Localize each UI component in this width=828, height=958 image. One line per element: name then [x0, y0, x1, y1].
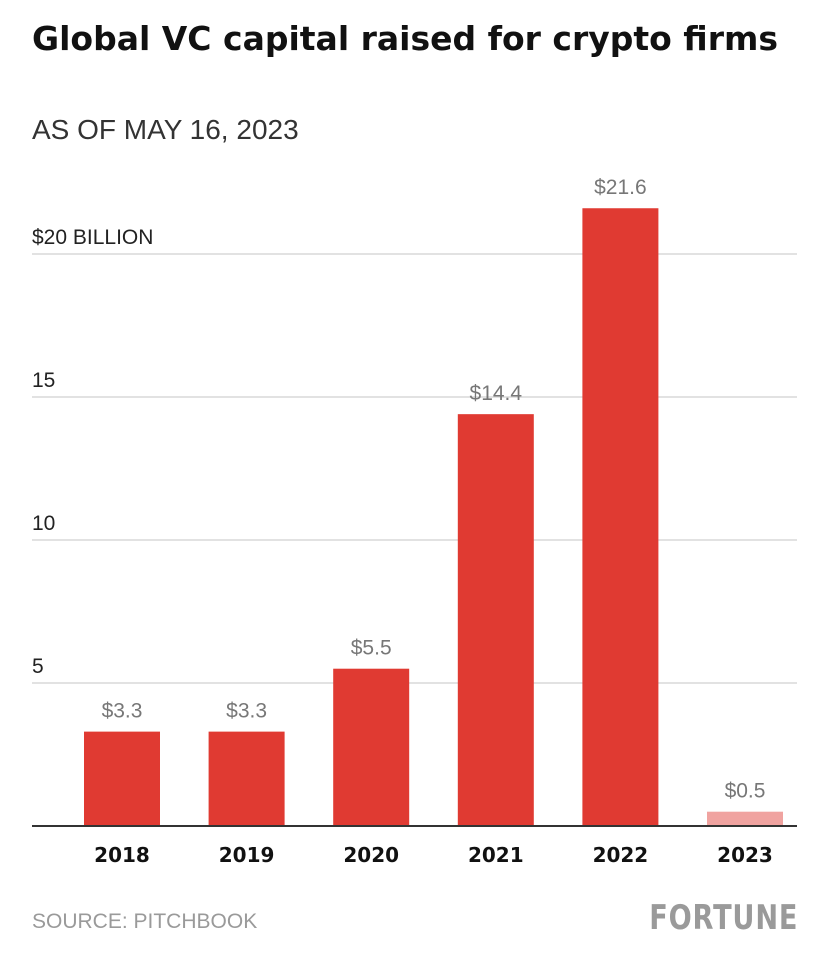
data-label-2019: $3.3 [226, 700, 267, 723]
data-label-2020: $5.5 [351, 637, 392, 660]
bar-2021 [457, 414, 534, 826]
x-tick-label-2018: 2018 [94, 843, 150, 867]
publisher-logo: FORTUNE [648, 898, 798, 938]
data-labels: $3.3 $3.3 $5.5 $14.4 $21.6 $0.5 [102, 176, 766, 802]
x-tick-label-2019: 2019 [219, 843, 275, 867]
bar-2019 [208, 731, 285, 826]
data-label-2018: $3.3 [102, 700, 143, 723]
bar-2023 [707, 811, 783, 826]
gridlines: 5 10 15 $20 BILLION [32, 226, 797, 684]
data-label-2022: $21.6 [594, 176, 647, 199]
bar-2022 [582, 208, 659, 827]
y-tick-label: $20 BILLION [32, 226, 153, 249]
bars [84, 208, 783, 827]
x-tick-label-2020: 2020 [343, 843, 399, 867]
x-tick-label-2022: 2022 [593, 843, 649, 867]
data-label-2021: $14.4 [470, 382, 523, 405]
bar-2018 [84, 731, 160, 826]
source-note: SOURCE: PITCHBOOK [32, 910, 258, 933]
x-tick-label-2021: 2021 [468, 843, 524, 867]
y-tick-label: 5 [32, 655, 44, 678]
x-tick-label-2023: 2023 [717, 843, 773, 867]
data-label-2023: $0.5 [725, 780, 766, 803]
y-tick-label: 10 [32, 512, 55, 535]
x-axis: 2018 2019 2020 2021 2022 2023 [32, 825, 797, 867]
bar-2020 [333, 668, 410, 826]
chart-subtitle: AS OF MAY 16, 2023 [32, 114, 299, 145]
y-tick-label: 15 [32, 369, 55, 392]
chart-title: Global VC capital raised for crypto firm… [32, 19, 779, 58]
